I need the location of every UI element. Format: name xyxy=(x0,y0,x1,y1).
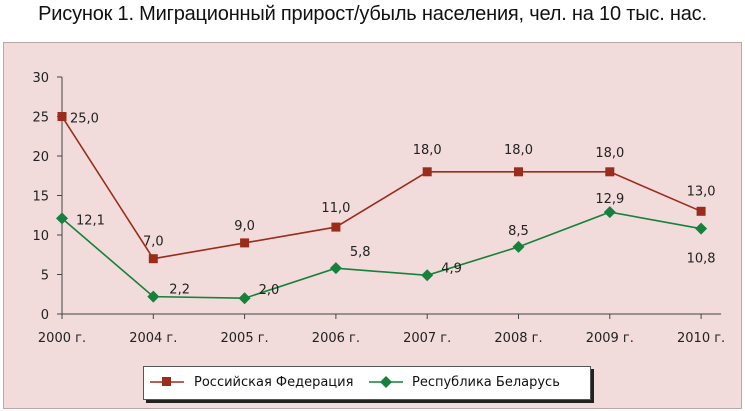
chart-legend: Российская Федерация Республика Беларусь xyxy=(143,366,591,400)
y-tick-label: 25 xyxy=(32,111,49,126)
point-belarus xyxy=(695,222,708,235)
point-belarus xyxy=(147,290,160,303)
point-russia xyxy=(605,167,615,177)
data-label-belarus: 2,0 xyxy=(259,283,280,298)
data-label-russia: 18,0 xyxy=(595,146,624,161)
y-tick-label: 10 xyxy=(32,229,49,244)
point-russia xyxy=(331,222,341,232)
x-tick-label: 2010 г. xyxy=(677,331,725,346)
x-tick-label: 2009 г. xyxy=(586,331,634,346)
data-label-russia: 9,0 xyxy=(234,219,255,234)
point-belarus xyxy=(512,240,525,253)
point-russia xyxy=(696,206,706,216)
data-label-russia: 13,0 xyxy=(687,184,716,199)
point-russia xyxy=(148,254,158,264)
point-russia xyxy=(240,238,250,248)
x-tick-label: 2005 г. xyxy=(221,331,269,346)
y-tick-label: 20 xyxy=(32,150,49,165)
legend-marker-belarus xyxy=(380,376,392,388)
data-label-belarus: 12,9 xyxy=(595,192,624,207)
point-belarus xyxy=(329,262,342,275)
data-label-belarus: 5,8 xyxy=(350,245,371,260)
legend-markers xyxy=(150,376,403,388)
figure-title: Рисунок 1. Миграционный прирост/убыль на… xyxy=(38,3,707,25)
data-label-russia: 18,0 xyxy=(504,143,533,158)
x-tick-label: 2004 г. xyxy=(129,331,177,346)
y-tick-label: 30 xyxy=(32,71,49,86)
legend-label-russia: Российская Федерация xyxy=(194,375,354,390)
data-label-belarus: 8,5 xyxy=(508,224,529,239)
x-tick-label: 2008 г. xyxy=(494,331,542,346)
series-line-belarus xyxy=(61,211,702,300)
y-tick-label: 0 xyxy=(41,308,49,323)
y-tick-label: 15 xyxy=(32,190,49,205)
legend-label-belarus: Республика Беларусь xyxy=(412,375,560,390)
data-label-belarus: 10,8 xyxy=(687,252,716,267)
x-tick-label: 2000 г. xyxy=(38,331,86,346)
y-tick-label: 5 xyxy=(41,269,49,284)
point-belarus xyxy=(603,206,616,219)
point-belarus xyxy=(56,212,68,225)
data-label-belarus: 12,1 xyxy=(76,213,105,228)
data-label-russia: 7,0 xyxy=(143,235,164,250)
point-russia xyxy=(514,167,523,177)
legend-marker-russia xyxy=(162,377,171,386)
series-line-russia xyxy=(61,116,702,260)
data-label-russia: 25,0 xyxy=(70,112,99,127)
point-russia xyxy=(422,167,432,177)
x-tick-label: 2006 г. xyxy=(312,331,360,346)
x-tick-label: 2007 г. xyxy=(403,331,451,346)
point-belarus xyxy=(238,292,251,305)
chart-panel xyxy=(3,42,742,409)
data-label-belarus: 2,2 xyxy=(169,283,190,298)
point-belarus xyxy=(421,269,434,282)
data-label-russia: 11,0 xyxy=(321,201,350,216)
data-label-belarus: 4,9 xyxy=(441,261,462,276)
data-label-russia: 18,0 xyxy=(413,143,442,158)
point-russia xyxy=(57,112,67,121)
